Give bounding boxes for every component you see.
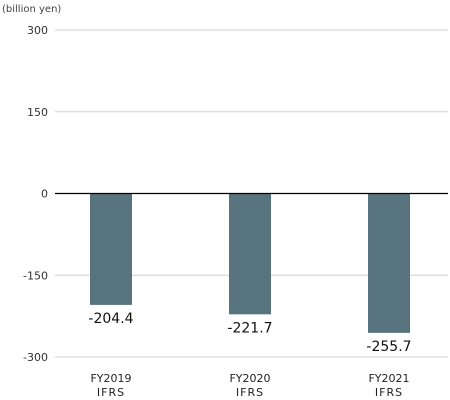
category-label: FY2019 bbox=[90, 372, 131, 385]
category-label: FY2020 bbox=[229, 372, 270, 385]
bar bbox=[90, 193, 132, 305]
data-label: -204.4 bbox=[88, 311, 133, 327]
category-sublabel: IFRS bbox=[375, 386, 403, 399]
category-sublabel: IFRS bbox=[97, 386, 125, 399]
bar bbox=[229, 193, 271, 315]
y-tick-label: 0 bbox=[41, 188, 48, 201]
bar bbox=[368, 193, 410, 333]
y-tick-label: 150 bbox=[27, 106, 48, 119]
bars bbox=[90, 193, 410, 333]
y-axis-ticks: 300 150 0 -150 -300 bbox=[23, 24, 48, 364]
category-sublabel: IFRS bbox=[236, 386, 264, 399]
data-label: -221.7 bbox=[227, 320, 272, 336]
data-label: -255.7 bbox=[366, 339, 411, 355]
y-axis-unit-label: (billion yen) bbox=[2, 4, 61, 15]
data-labels: -204.4 -221.7 -255.7 bbox=[88, 311, 411, 355]
category-label: FY2021 bbox=[368, 372, 409, 385]
y-tick-label: 300 bbox=[27, 24, 48, 37]
y-tick-label: -150 bbox=[23, 269, 48, 282]
y-tick-label: -300 bbox=[23, 351, 48, 364]
